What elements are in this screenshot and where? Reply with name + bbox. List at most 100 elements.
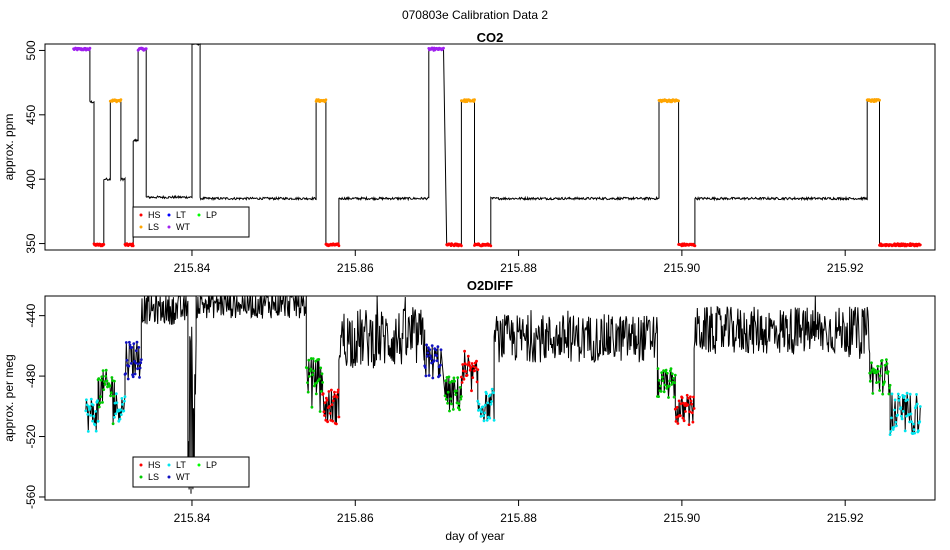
o2diff-point-lt — [114, 412, 118, 416]
figure-title: 070803e Calibration Data 2 — [402, 8, 548, 22]
o2diff-point-lt — [895, 424, 898, 428]
o2diff-legend-marker-lt — [167, 463, 171, 467]
o2diff-point-hs — [336, 390, 340, 394]
o2diff-point-lt — [122, 409, 126, 413]
o2diff-point-ls — [886, 370, 890, 373]
o2diff-point-ls — [97, 405, 101, 409]
o2diff-point-ls — [673, 381, 677, 385]
o2diff-point-lt — [893, 408, 896, 412]
co2-legend-label-hs: HS — [148, 210, 161, 220]
o2diff-point-lt — [892, 425, 896, 429]
o2diff-point-lt — [490, 387, 494, 391]
o2diff-point-hs — [677, 399, 681, 403]
o2diff-legend-label-wt: WT — [176, 472, 190, 482]
o2diff-point-ls — [443, 394, 447, 398]
o2diff-point-hs — [473, 369, 476, 373]
o2diff-point-lt — [912, 428, 916, 431]
o2diff-point-lt — [481, 405, 485, 409]
o2diff-point-lt — [120, 397, 124, 400]
o2diff-x-tick-label: 215.84 — [174, 511, 211, 525]
o2diff-point-lt — [483, 411, 487, 415]
o2diff-point-lt — [910, 420, 913, 424]
co2-y-tick-label: 500 — [24, 40, 38, 60]
o2diff-point-ls — [449, 397, 453, 401]
o2diff-point-lt — [489, 402, 493, 406]
o2diff-point-hs — [689, 395, 692, 399]
o2diff-legend-label-lt: LT — [176, 460, 186, 470]
co2-x-tick-label: 215.92 — [827, 261, 864, 275]
o2diff-point-hs — [474, 366, 478, 369]
o2diff-point-wt — [129, 362, 133, 365]
o2diff-point-ls — [104, 368, 108, 372]
o2diff-point-hs — [460, 375, 463, 379]
o2diff-point-lt — [85, 398, 88, 402]
co2-legend-marker-ls — [139, 225, 143, 229]
o2diff-point-ls — [450, 402, 453, 406]
o2diff-point-lt — [490, 400, 493, 403]
o2diff-point-lt — [917, 429, 920, 433]
o2diff-point-hs — [461, 363, 465, 366]
o2diff-y-ticks: -560 -520 -480 -440 — [24, 303, 45, 509]
o2diff-point-ls — [103, 380, 106, 383]
co2-legend: HS LS LT WT LP — [132, 206, 250, 238]
co2-point-wt — [88, 46, 92, 50]
co2-series — [72, 43, 922, 248]
o2diff-point-lt — [897, 399, 901, 402]
o2diff-point-lt — [85, 403, 89, 407]
o2diff-point-ls — [100, 375, 104, 379]
o2diff-point-hs — [337, 415, 341, 419]
o2diff-point-wt — [138, 376, 141, 379]
o2diff-point-lt — [476, 399, 480, 403]
o2diff-x-ticks: 215.84 215.86 215.88 215.90 215.92 — [174, 500, 864, 525]
o2diff-point-lt — [89, 414, 93, 417]
o2diff-point-ls — [446, 390, 450, 394]
o2diff-point-lt — [893, 398, 897, 402]
o2diff-point-ls — [661, 379, 665, 383]
o2diff-point-lt — [115, 401, 119, 405]
co2-point-hs — [460, 244, 463, 248]
o2diff-point-ls — [112, 394, 116, 398]
o2diff-point-wt — [436, 345, 440, 349]
o2diff-point-ls — [662, 390, 666, 394]
co2-x-tick-label: 215.90 — [664, 261, 701, 275]
o2diff-point-hs — [330, 403, 334, 406]
o2diff-point-lt — [903, 394, 906, 398]
o2diff-point-hs — [335, 422, 338, 426]
o2diff-point-hs — [463, 349, 466, 353]
o2diff-point-lt — [86, 430, 90, 433]
o2diff-point-hs — [322, 410, 326, 414]
co2-legend-marker-lp — [197, 213, 201, 217]
co2-y-tick-label: 350 — [24, 233, 38, 253]
o2diff-point-lt — [114, 392, 118, 396]
o2diff-point-hs — [331, 419, 335, 423]
co2-x-tick-label: 215.86 — [337, 261, 374, 275]
o2diff-point-lt — [894, 420, 898, 424]
o2diff-point-lt — [478, 407, 482, 411]
o2diff-point-ls — [660, 375, 664, 379]
o2diff-point-wt — [427, 346, 430, 349]
o2diff-point-ls — [311, 373, 314, 377]
co2-legend-label-lt: LT — [176, 210, 186, 220]
o2diff-point-hs — [460, 381, 464, 384]
o2diff-point-hs — [674, 420, 678, 423]
co2-point-ls — [878, 98, 881, 102]
o2diff-point-ls — [878, 374, 882, 378]
o2diff-point-ls — [451, 408, 455, 411]
co2-legend-label-ls: LS — [148, 222, 159, 232]
o2diff-point-ls — [109, 391, 113, 395]
o2diff-x-tick-label: 215.88 — [500, 511, 537, 525]
o2diff-point-ls — [668, 379, 672, 383]
o2diff-point-lt — [492, 391, 495, 395]
o2diff-point-wt — [425, 343, 428, 347]
o2diff-point-hs — [323, 414, 326, 417]
o2diff-point-lt — [914, 404, 918, 408]
o2diff-point-ls — [314, 392, 318, 396]
o2diff-point-ls — [673, 373, 677, 377]
o2diff-point-hs — [675, 405, 679, 409]
o2diff-point-ls — [876, 364, 880, 368]
o2diff-point-wt — [136, 362, 140, 366]
o2diff-point-lt — [91, 419, 94, 423]
o2diff-point-hs — [327, 390, 331, 393]
